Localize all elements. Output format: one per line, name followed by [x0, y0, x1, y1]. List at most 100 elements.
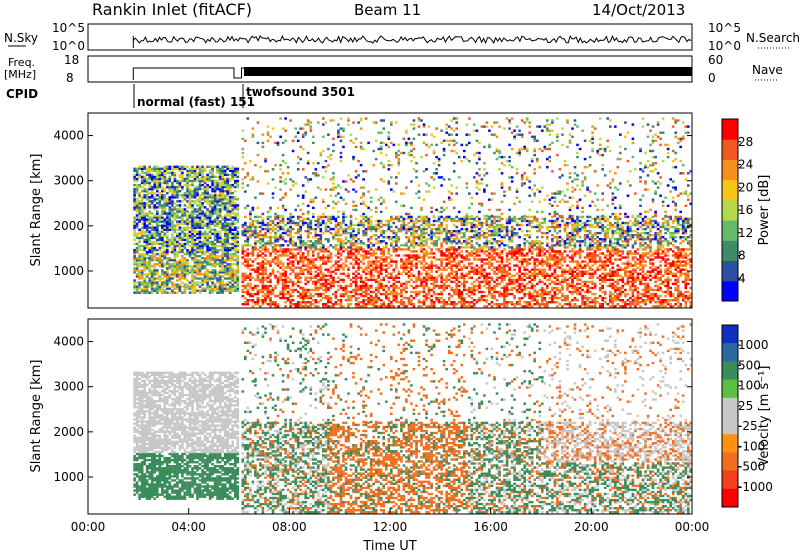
- heatmap-cell: [168, 228, 172, 231]
- heatmap-cell: [334, 217, 338, 221]
- heatmap-cell: [301, 290, 305, 294]
- heatmap-cell: [208, 179, 212, 183]
- heatmap-cell: [193, 257, 197, 260]
- heatmap-cell: [218, 192, 222, 195]
- heatmap-cell: [447, 217, 451, 221]
- heatmap-cell: [163, 169, 167, 172]
- heatmap-cell: [490, 248, 494, 251]
- heatmap-cell: [251, 286, 255, 290]
- heatmap-cell: [422, 303, 426, 306]
- heatmap-cell: [405, 286, 408, 290]
- heatmap-cell: [208, 226, 212, 229]
- heatmap-cell: [425, 221, 428, 225]
- heatmap-cell: [369, 242, 373, 245]
- heatmap-cell: [171, 240, 174, 244]
- heatmap-cell: [505, 254, 509, 257]
- heatmap-cell: [226, 228, 229, 231]
- heatmap-cell: [236, 169, 240, 172]
- heatmap-cell: [138, 257, 141, 260]
- heatmap-cell: [234, 206, 237, 209]
- heatmap-cell: [435, 276, 438, 279]
- heatmap-cell: [193, 224, 197, 227]
- heatmap-cell: [344, 231, 348, 235]
- heatmap-cell: [379, 299, 383, 302]
- heatmap-cell: [440, 254, 443, 257]
- heatmap-cell: [173, 275, 177, 278]
- heatmap-cell: [203, 275, 207, 278]
- heatmap-cell: [166, 263, 169, 266]
- heatmap-cell: [173, 285, 177, 288]
- heatmap-cell: [306, 294, 310, 298]
- heatmap-cell: [284, 254, 287, 257]
- heatmap-cell: [442, 268, 446, 271]
- heatmap-cell: [352, 288, 355, 292]
- heatmap-cell: [226, 198, 229, 201]
- heatmap-cell: [306, 252, 310, 255]
- heatmap-cell: [377, 256, 380, 259]
- heatmap-cell: [196, 179, 199, 183]
- heatmap-cell: [400, 288, 403, 292]
- heatmap-cell: [158, 224, 162, 227]
- heatmap-cell: [181, 226, 184, 229]
- heatmap-cell: [528, 280, 531, 284]
- heatmap-cell: [198, 291, 202, 294]
- heatmap-cell: [294, 244, 297, 247]
- heatmap-cell: [281, 288, 285, 292]
- heatmap-cell: [181, 236, 184, 240]
- heatmap-cell: [538, 260, 542, 263]
- heatmap-cell: [442, 254, 446, 257]
- heatmap-cell: [374, 278, 378, 282]
- heatmap-cell: [440, 301, 443, 304]
- heatmap-cell: [279, 290, 282, 294]
- heatmap-cell: [228, 167, 232, 170]
- heatmap-cell: [442, 227, 446, 231]
- heatmap-cell: [161, 220, 164, 223]
- heatmap-cell: [254, 236, 257, 239]
- heatmap-cell: [135, 187, 139, 191]
- heatmap-cell: [513, 305, 516, 308]
- heatmap-cell: [286, 299, 290, 302]
- heatmap-cell: [447, 246, 451, 249]
- heatmap-cell: [211, 255, 214, 258]
- heatmap-cell: [322, 278, 325, 282]
- heatmap-cell: [211, 171, 214, 175]
- heatmap-cell: [518, 268, 521, 271]
- heatmap-cell: [420, 219, 423, 223]
- heatmap-cell: [359, 221, 363, 225]
- heatmap-cell: [213, 185, 217, 189]
- heatmap-cell: [420, 231, 423, 235]
- heatmap-cell: [455, 234, 458, 237]
- heatmap-cell: [156, 285, 159, 288]
- heatmap-cell: [286, 217, 290, 221]
- heatmap-cell: [156, 214, 159, 217]
- heatmap-cell: [148, 291, 151, 294]
- heatmap-cell: [133, 179, 136, 183]
- heatmap-cell: [176, 232, 179, 235]
- heatmap-cell: [140, 291, 144, 294]
- heatmap-cell: [234, 236, 237, 240]
- heatmap-cell: [150, 285, 154, 288]
- heatmap-cell: [422, 256, 426, 259]
- heatmap-cell: [425, 254, 428, 257]
- heatmap-cell: [191, 171, 194, 175]
- heatmap-cell: [317, 215, 320, 219]
- heatmap-cell: [226, 226, 229, 229]
- heatmap-cell: [299, 260, 302, 263]
- heatmap-cell: [246, 284, 250, 288]
- heatmap-cell: [191, 277, 194, 280]
- heatmap-cell: [138, 244, 141, 248]
- heatmap-cell: [440, 276, 443, 279]
- heatmap-cell: [178, 206, 182, 209]
- heatmap-cell: [221, 279, 224, 282]
- heatmap-cell: [493, 229, 496, 233]
- heatmap-cell: [291, 254, 295, 257]
- heatmap-cell: [483, 231, 486, 235]
- heatmap-cell: [493, 250, 496, 253]
- heatmap-cell: [510, 254, 514, 257]
- heatmap-cell: [181, 179, 184, 183]
- heatmap-cell: [327, 305, 330, 308]
- heatmap-cell: [430, 303, 433, 306]
- heatmap-cell: [135, 216, 139, 219]
- heatmap-cell: [281, 217, 285, 221]
